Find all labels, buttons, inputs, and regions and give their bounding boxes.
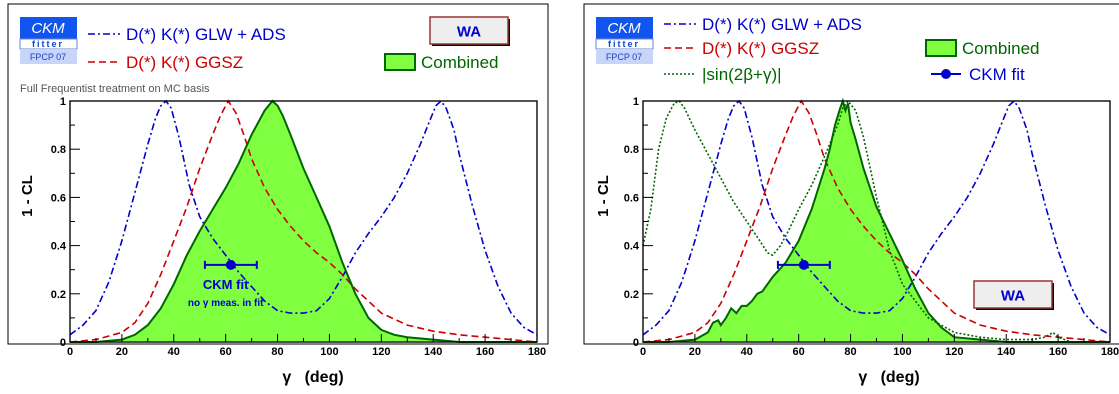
- x-tick-label: 60: [793, 346, 805, 358]
- y-tick-label: 0.6: [51, 192, 66, 204]
- y-tick-label: 0: [633, 337, 639, 349]
- y-axis-label: 1 - CL: [595, 175, 612, 217]
- y-tick-label: 0.2: [51, 289, 66, 301]
- legend-label: |sin(2β+γ)|: [702, 65, 782, 84]
- series-line-4: [643, 97, 1110, 343]
- logo-top-band: [596, 17, 653, 39]
- x-tick-label: 100: [320, 346, 338, 358]
- x-tick-label: 140: [997, 346, 1015, 358]
- y-tick-label: 0: [60, 337, 66, 349]
- x-tick-label: 0: [640, 346, 646, 358]
- y-tick-label: 0.4: [624, 241, 640, 253]
- logo-ckm-text: CKM: [607, 20, 641, 37]
- x-tick-label: 0: [67, 346, 73, 358]
- x-tick-label: 120: [372, 346, 390, 358]
- y-tick-label: 0.6: [624, 192, 639, 204]
- y-tick-label: 0.4: [51, 241, 67, 253]
- legend-label: D(*) K(*) GLW + ADS: [126, 25, 286, 44]
- wa-badge: WA: [429, 16, 510, 46]
- x-tick-label: 180: [528, 346, 546, 358]
- y-tick-label: 0.8: [51, 144, 66, 156]
- x-tick-label: 20: [689, 346, 701, 358]
- series-area-combined: [643, 101, 1110, 342]
- logo-fpcp-text: FPCP 07: [606, 52, 642, 62]
- panel-border: [583, 3, 1119, 345]
- series-line-1: [69, 99, 538, 336]
- y-tick-label: 1: [60, 96, 66, 108]
- y-tick-label: 0.8: [624, 144, 639, 156]
- wa-badge-text: WA: [457, 24, 481, 41]
- ckm-fit-point: [798, 259, 809, 270]
- x-axis-label: γ (deg): [858, 369, 919, 386]
- wa-badge-box: [973, 280, 1053, 309]
- x-tick-label: 120: [945, 346, 963, 358]
- legend-label: D(*) K(*) GLW + ADS: [702, 15, 862, 34]
- legend-swatch-ckm-fit-point: [941, 69, 951, 79]
- chart-panel-2: 0 20 40 60 80 100 120 140 160 180 0 0.2 0.4 0.6 0.8 1 γ …: [583, 3, 1119, 386]
- series-line-3: [642, 99, 1110, 343]
- ckm-fit-annotation: CKM fit: [203, 277, 249, 292]
- legend-swatch-combined: [925, 39, 957, 57]
- ckm-fit-annotation-note: no γ meas. in fit: [188, 298, 264, 309]
- logo-fitter-text: fitter: [608, 39, 640, 49]
- x-tick-label: 60: [220, 346, 232, 358]
- ckmfitter-logo: CKM fitter FPCP 07: [19, 17, 78, 64]
- legend-label: CKM fit: [969, 65, 1025, 84]
- series-area-combined: [70, 101, 537, 342]
- chart-panel-1: 0 20 40 60 80 100 120 140 160 180 0 0.2 0.4 0.6 0.8 1 γ …: [7, 3, 549, 386]
- logo-fitter-text: fitter: [32, 39, 64, 49]
- y-tick-label: 0.2: [624, 289, 639, 301]
- legend-label: Combined: [421, 53, 499, 72]
- method-note: Full Frequentist treatment on MC basis: [20, 83, 210, 95]
- legend-label: Combined: [962, 39, 1040, 58]
- logo-ckm-text: CKM: [31, 20, 65, 37]
- legend-label: D(*) K(*) GGSZ: [702, 39, 819, 58]
- series-line-1: [642, 99, 1111, 336]
- y-tick-label: 1: [633, 96, 639, 108]
- ckm-fit-point: [225, 259, 236, 270]
- x-tick-label: 140: [424, 346, 442, 358]
- legend-label: D(*) K(*) GGSZ: [126, 53, 243, 72]
- x-tick-label: 40: [168, 346, 180, 358]
- x-tick-label: 160: [476, 346, 494, 358]
- x-axis-label: γ (deg): [282, 369, 343, 386]
- logo-bottom-band: [596, 49, 653, 64]
- logo-fpcp-text: FPCP 07: [30, 52, 66, 62]
- ckmfitter-logo: CKM fitter FPCP 07: [595, 17, 654, 64]
- x-tick-label: 40: [741, 346, 753, 358]
- x-tick-label: 80: [844, 346, 856, 358]
- x-tick-label: 100: [893, 346, 911, 358]
- x-tick-label: 20: [116, 346, 128, 358]
- wa-badge: WA: [973, 280, 1054, 310]
- wa-badge-text: WA: [1001, 288, 1025, 305]
- logo-top-band: [20, 17, 77, 39]
- series-line-2: [642, 99, 1111, 343]
- wa-badge-box: [429, 16, 509, 45]
- legend-swatch-combined: [384, 53, 416, 71]
- y-axis-label: 1 - CL: [19, 175, 36, 217]
- series-line-3: [70, 99, 537, 343]
- x-tick-label: 180: [1101, 346, 1119, 358]
- panel-border: [7, 3, 549, 345]
- x-tick-label: 80: [271, 346, 283, 358]
- series-line-2: [69, 99, 538, 343]
- logo-bottom-band: [20, 49, 77, 64]
- x-tick-label: 160: [1049, 346, 1067, 358]
